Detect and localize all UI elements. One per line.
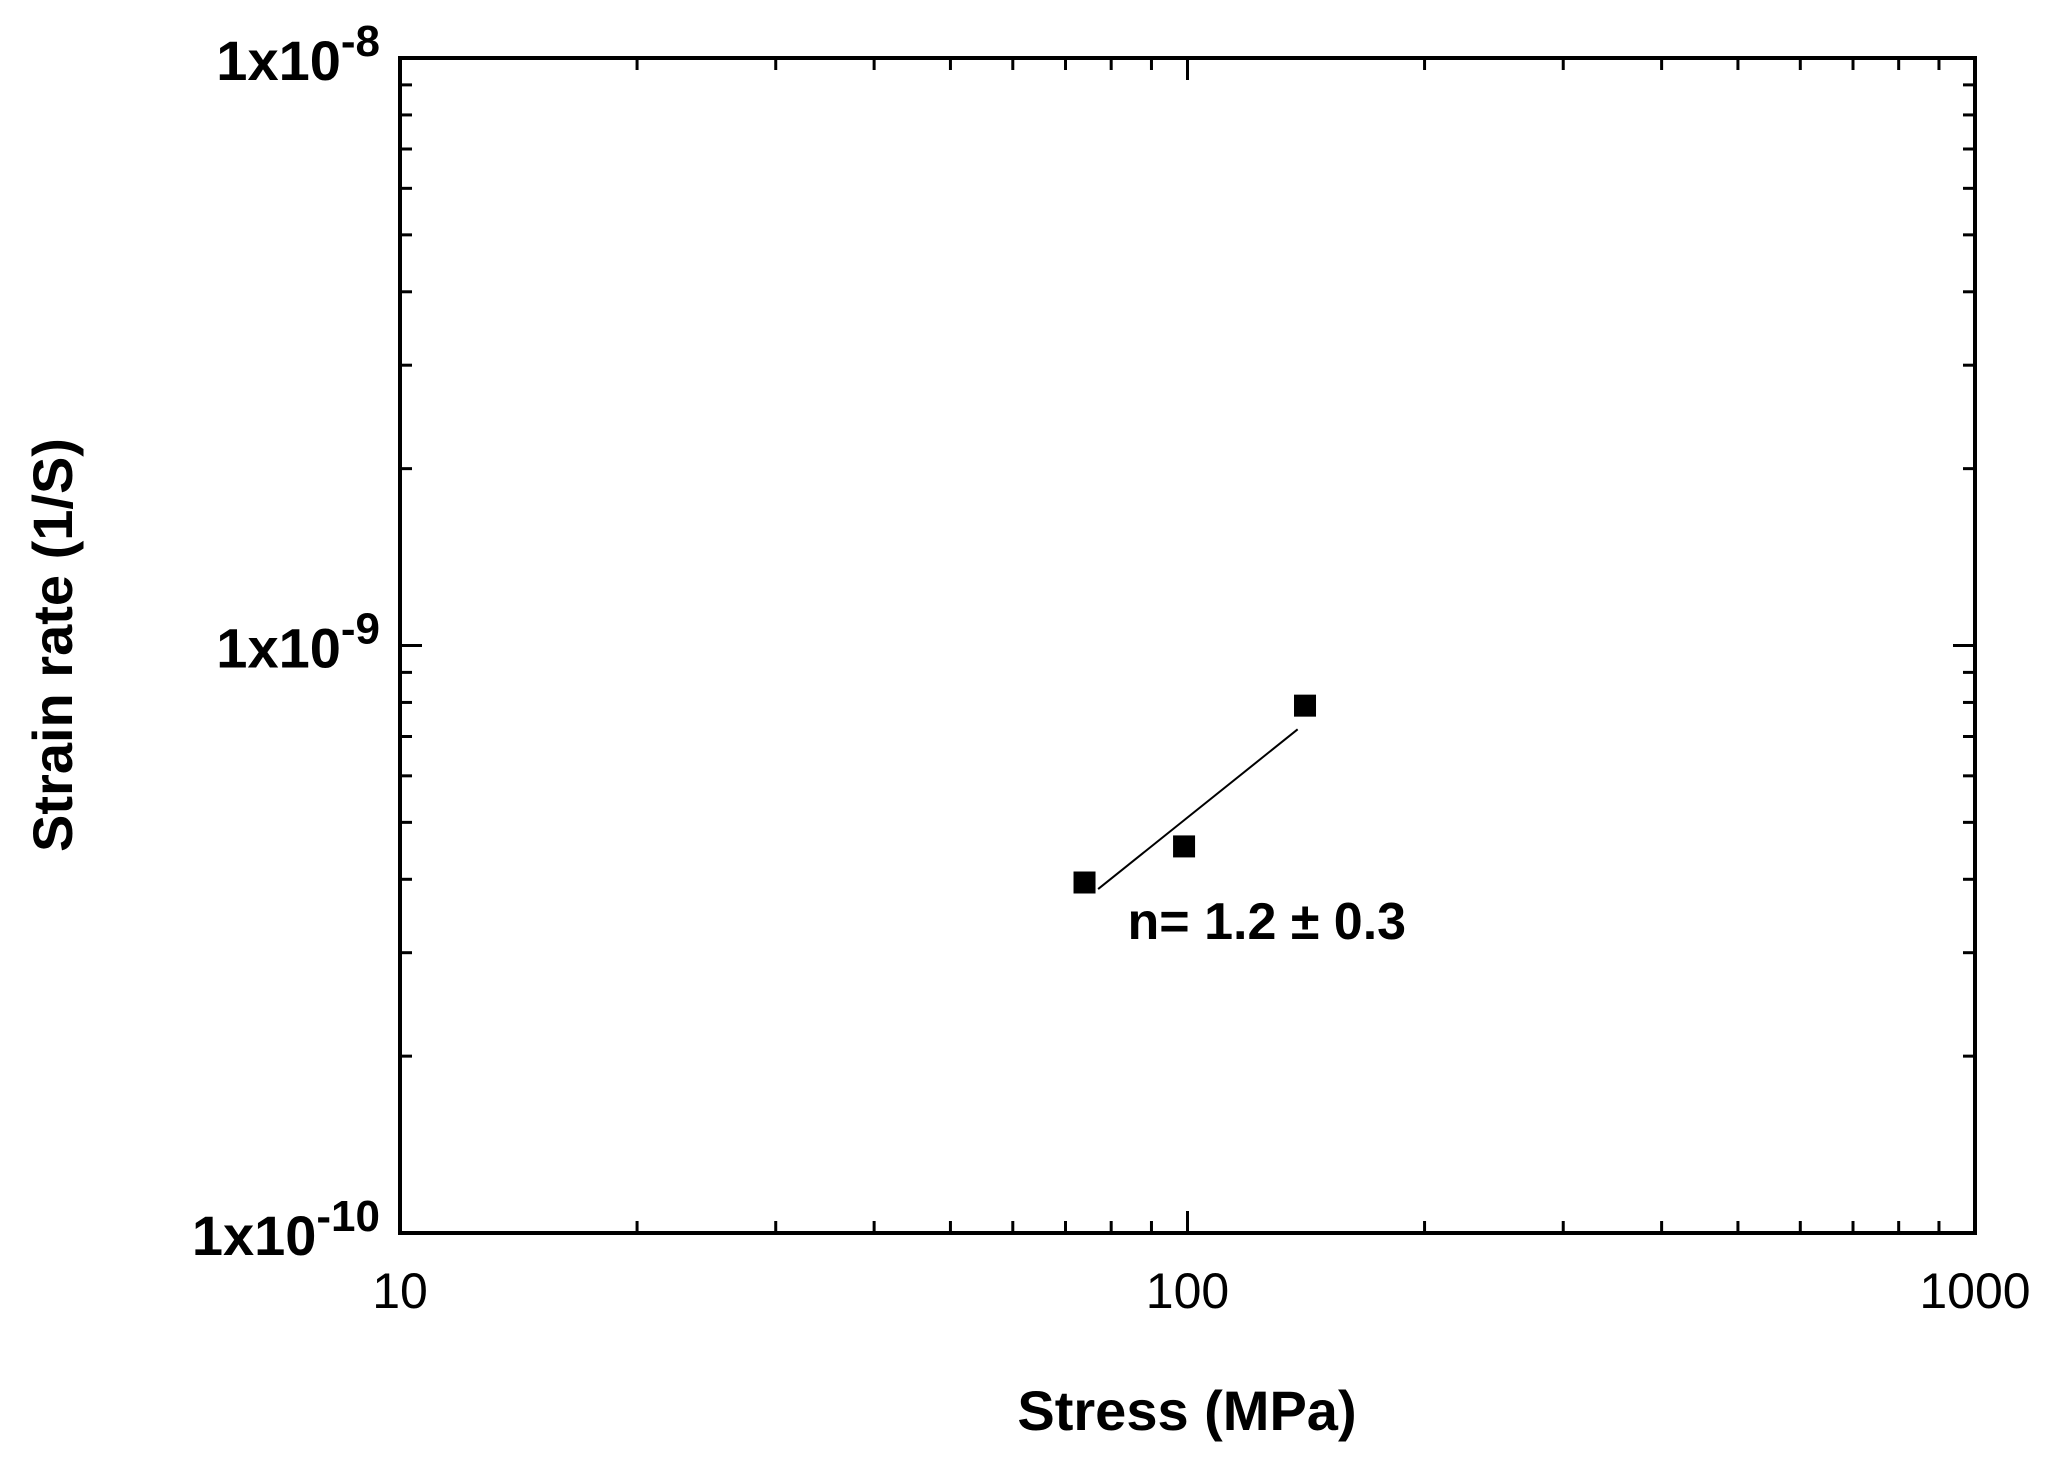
x-tick-label: 100 — [1146, 1263, 1229, 1319]
x-axis-title: Stress (MPa) — [1017, 1379, 1356, 1442]
x-tick-label: 1000 — [1919, 1263, 2030, 1319]
y-tick-label: 1x10-8 — [216, 17, 380, 92]
data-point-square — [1073, 871, 1096, 894]
fit-line-group — [1097, 728, 1299, 890]
data-point-square — [1294, 694, 1317, 717]
y-tick-label: 1x10-10 — [192, 1192, 380, 1267]
y-axis-ticks — [400, 56, 1975, 1235]
data-point-square — [1173, 835, 1196, 858]
annotations: n= 1.2 ± 0.3 — [1128, 893, 1407, 951]
x-tick-label: 10 — [372, 1263, 428, 1319]
fit-line — [1097, 728, 1299, 890]
stress-exponent-annotation: n= 1.2 ± 0.3 — [1128, 893, 1407, 951]
data-points — [1073, 694, 1317, 894]
y-axis-title: Strain rate (1/S) — [21, 438, 84, 852]
x-axis-tick-labels: 10 100 1000 — [372, 1263, 2030, 1319]
y-axis-tick-labels: 1x10-8 1x10-9 1x10-10 — [192, 17, 380, 1267]
plot-frame — [398, 56, 1977, 1235]
x-axis-ticks — [398, 58, 1941, 1233]
y-tick-label: 1x10-9 — [216, 605, 380, 680]
